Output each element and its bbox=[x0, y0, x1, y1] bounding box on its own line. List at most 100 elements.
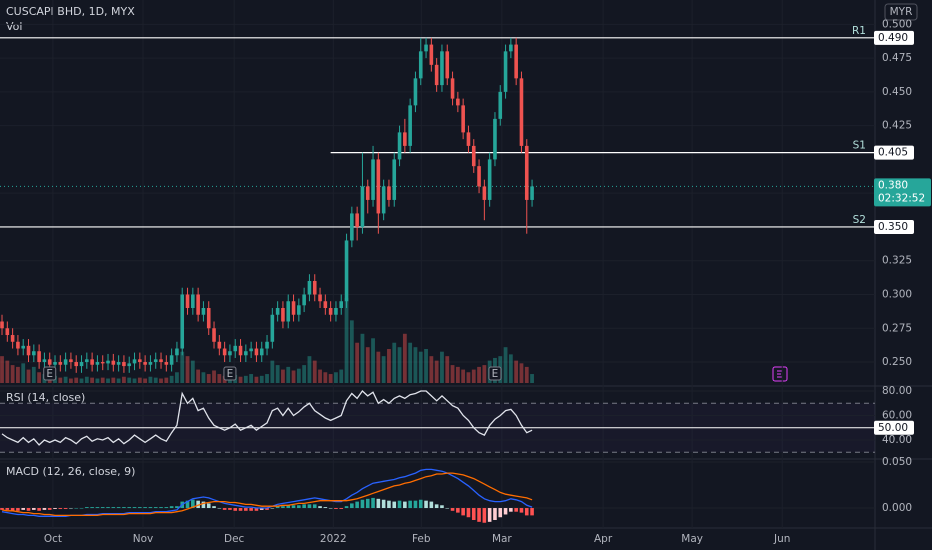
histogram-bar bbox=[302, 504, 306, 509]
histogram-bar bbox=[159, 507, 163, 509]
volume-bar bbox=[111, 377, 116, 383]
histogram-bar bbox=[143, 507, 147, 509]
currency-badge[interactable] bbox=[884, 3, 918, 21]
candle-body bbox=[53, 362, 57, 365]
volume-bar bbox=[323, 372, 328, 383]
countdown: 02:32:52 bbox=[878, 192, 925, 204]
currency[interactable]: MYR bbox=[890, 6, 913, 18]
level-name: S1 bbox=[853, 140, 866, 152]
earnings-marker[interactable] bbox=[223, 366, 237, 381]
candle-body bbox=[328, 308, 333, 315]
histogram-bar bbox=[471, 508, 476, 520]
volume-bar bbox=[265, 374, 269, 383]
candle-body bbox=[376, 159, 381, 214]
candle-body bbox=[450, 78, 455, 99]
volume-bar bbox=[217, 374, 222, 383]
volume-bar bbox=[206, 374, 211, 383]
y-tick-label: 0.275 bbox=[882, 322, 912, 334]
histogram-bar bbox=[503, 508, 508, 515]
histogram-bar bbox=[307, 504, 312, 509]
histogram-bar bbox=[350, 503, 354, 509]
x-tick-label: Nov bbox=[133, 533, 154, 545]
candle-body bbox=[138, 359, 142, 363]
volume-bar bbox=[524, 366, 529, 383]
candle-body bbox=[302, 294, 306, 306]
candle-body bbox=[201, 308, 206, 315]
candle-body bbox=[127, 363, 132, 367]
volume-bar bbox=[455, 366, 460, 383]
volume-bar bbox=[371, 338, 375, 383]
candle-body bbox=[519, 78, 524, 146]
candle-body bbox=[47, 359, 52, 365]
candle-body bbox=[297, 305, 301, 315]
level-tag-label: 0.350 bbox=[878, 221, 908, 233]
histogram-bar bbox=[281, 506, 285, 509]
candle-body bbox=[477, 166, 481, 187]
volume-bar bbox=[397, 347, 402, 383]
candle-body bbox=[413, 78, 418, 106]
volume-bar bbox=[270, 360, 275, 383]
histogram-bar bbox=[222, 508, 227, 510]
candle-body bbox=[503, 51, 508, 92]
histogram-bar bbox=[85, 507, 89, 509]
histogram-bar bbox=[328, 508, 333, 509]
volume-bar bbox=[180, 351, 185, 383]
candle-body bbox=[212, 328, 216, 342]
macd-line bbox=[1, 468, 533, 517]
x-tick-label: 2022 bbox=[320, 533, 347, 545]
earnings-marker[interactable] bbox=[43, 366, 57, 381]
volume-bar bbox=[381, 356, 386, 383]
volume-bar bbox=[190, 360, 195, 383]
x-tick-label: Jun bbox=[773, 533, 790, 545]
histogram-bar bbox=[344, 506, 349, 509]
candle-body bbox=[281, 308, 285, 322]
histogram-bar bbox=[286, 505, 291, 509]
volume-bar bbox=[0, 356, 4, 383]
volume-bar bbox=[286, 366, 291, 383]
volume-bar bbox=[100, 377, 105, 383]
volume-bar bbox=[471, 369, 476, 383]
candle-body bbox=[148, 362, 153, 365]
volume-bar bbox=[69, 378, 73, 383]
volume-bar bbox=[259, 375, 264, 383]
volume-bar bbox=[402, 333, 407, 383]
last-price-tag bbox=[874, 178, 931, 207]
histogram-bar bbox=[440, 505, 444, 509]
x-tick-label: May bbox=[681, 533, 703, 545]
volume-bar bbox=[196, 369, 201, 383]
rsi-line bbox=[1, 390, 533, 446]
level-tag-label: 0.405 bbox=[878, 147, 908, 159]
candle-body bbox=[307, 280, 312, 295]
histogram-bar bbox=[185, 500, 190, 509]
last-price-label: 0.380 bbox=[878, 179, 908, 191]
candle-body bbox=[259, 348, 264, 356]
histogram-bar bbox=[16, 508, 20, 511]
x-tick-label: Dec bbox=[224, 533, 245, 545]
histogram-bar bbox=[37, 508, 41, 511]
histogram-bar bbox=[21, 508, 26, 510]
volume-bar bbox=[339, 369, 344, 383]
histogram-bar bbox=[201, 501, 206, 509]
candle-body bbox=[498, 91, 503, 119]
volume-bar bbox=[122, 376, 126, 383]
candle-body bbox=[132, 359, 137, 364]
histogram-bar bbox=[249, 508, 253, 511]
volume-bar bbox=[116, 378, 121, 383]
volume-bar bbox=[344, 298, 349, 383]
histogram-bar bbox=[477, 508, 481, 522]
histogram-bar bbox=[69, 508, 73, 509]
volume-bar bbox=[291, 370, 296, 383]
candle-body bbox=[206, 308, 211, 329]
candle-body bbox=[254, 348, 259, 356]
earnings-marker[interactable] bbox=[488, 366, 502, 381]
candle-body bbox=[16, 341, 20, 349]
histogram-bar bbox=[164, 507, 169, 509]
candle-body bbox=[365, 186, 370, 200]
histogram-bar bbox=[530, 508, 534, 516]
histogram-bar bbox=[466, 508, 471, 518]
candle-body bbox=[265, 341, 269, 349]
histogram-bar bbox=[153, 507, 158, 509]
candle-body bbox=[74, 362, 79, 367]
volume-bar bbox=[450, 365, 455, 383]
candle-body bbox=[493, 118, 497, 160]
